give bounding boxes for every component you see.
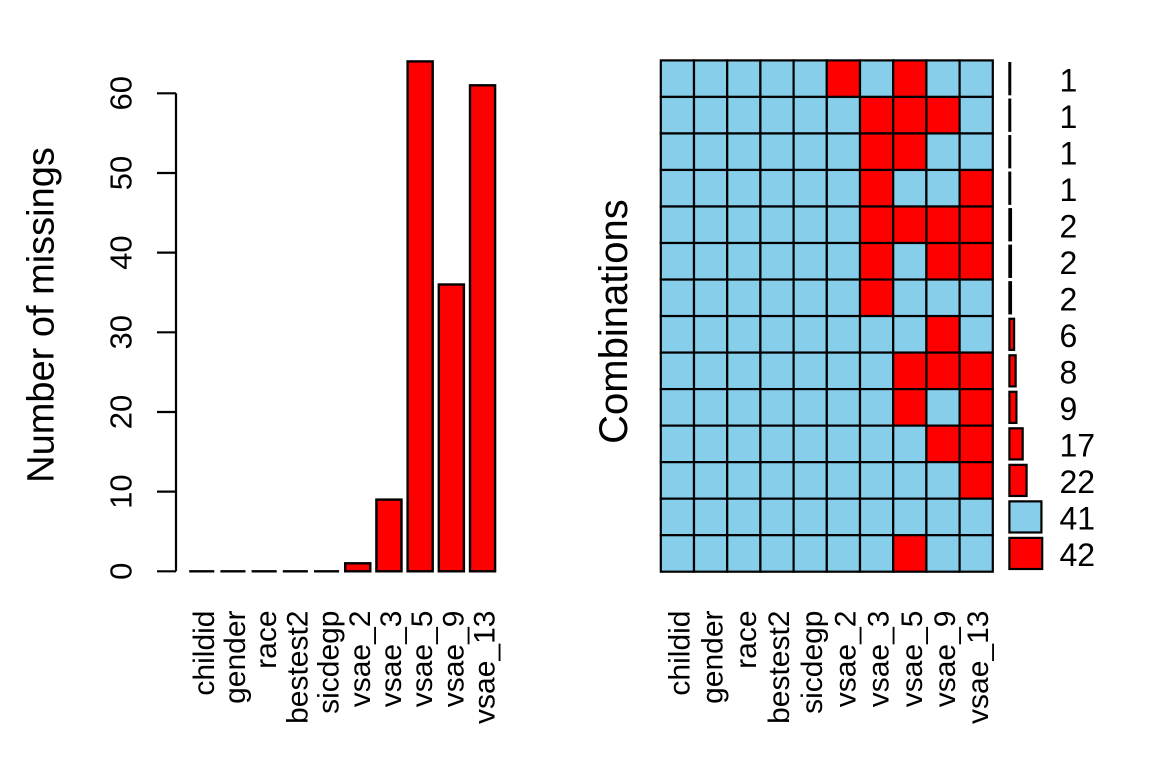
svg-text:6: 6 — [1060, 318, 1078, 354]
svg-text:2: 2 — [1060, 208, 1078, 244]
svg-text:vsae_3: vsae_3 — [863, 611, 896, 708]
svg-text:sicdegp: sicdegp — [313, 611, 346, 714]
svg-text:vsae_5: vsae_5 — [896, 611, 929, 708]
svg-text:1: 1 — [1060, 62, 1078, 98]
svg-text:41: 41 — [1060, 501, 1096, 537]
svg-text:60: 60 — [104, 76, 139, 110]
svg-text:sicdegp: sicdegp — [796, 611, 829, 714]
svg-text:vsae_2: vsae_2 — [344, 611, 377, 708]
svg-text:42: 42 — [1060, 537, 1096, 573]
svg-text:race: race — [730, 611, 763, 669]
svg-text:8: 8 — [1060, 354, 1078, 390]
svg-text:20: 20 — [104, 395, 139, 429]
svg-text:0: 0 — [104, 563, 139, 580]
svg-text:vsae_9: vsae_9 — [437, 611, 470, 708]
svg-text:gender: gender — [219, 610, 252, 703]
svg-text:1: 1 — [1060, 135, 1078, 171]
svg-text:22: 22 — [1060, 464, 1096, 500]
svg-text:race: race — [250, 611, 283, 669]
svg-text:40: 40 — [104, 235, 139, 269]
svg-text:Combinations: Combinations — [592, 199, 636, 444]
svg-text:vsae_13: vsae_13 — [962, 611, 995, 724]
svg-text:bestest2: bestest2 — [281, 611, 314, 724]
svg-text:30: 30 — [104, 315, 139, 349]
svg-text:vsae_2: vsae_2 — [829, 611, 862, 708]
svg-text:1: 1 — [1060, 99, 1078, 135]
svg-text:10: 10 — [104, 474, 139, 508]
svg-text:vsae_13: vsae_13 — [469, 611, 502, 724]
svg-text:vsae_3: vsae_3 — [375, 611, 408, 708]
svg-text:2: 2 — [1060, 281, 1078, 317]
svg-text:2: 2 — [1060, 245, 1078, 281]
svg-text:childid: childid — [663, 611, 696, 696]
svg-text:17: 17 — [1060, 428, 1096, 464]
svg-text:50: 50 — [104, 156, 139, 190]
svg-text:9: 9 — [1060, 391, 1078, 427]
svg-text:bestest2: bestest2 — [763, 611, 796, 724]
svg-text:1: 1 — [1060, 172, 1078, 208]
svg-text:childid: childid — [188, 611, 221, 696]
svg-text:vsae_5: vsae_5 — [406, 611, 439, 708]
svg-text:gender: gender — [697, 610, 730, 703]
svg-text:Number of missings: Number of missings — [21, 147, 63, 483]
svg-text:vsae_9: vsae_9 — [929, 611, 962, 708]
